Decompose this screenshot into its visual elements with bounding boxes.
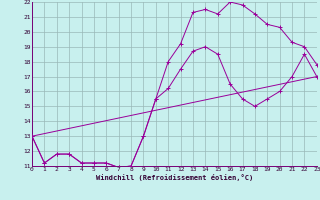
X-axis label: Windchill (Refroidissement éolien,°C): Windchill (Refroidissement éolien,°C): [96, 174, 253, 181]
